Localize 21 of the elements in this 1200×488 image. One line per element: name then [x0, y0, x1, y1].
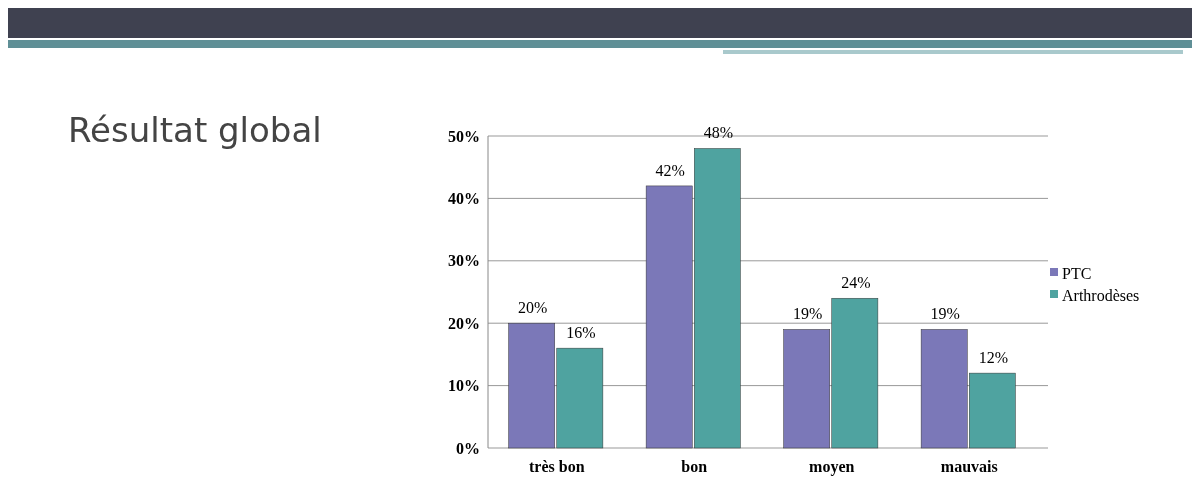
data-label: 12%: [978, 349, 1008, 367]
y-tick-label: 20%: [448, 314, 480, 332]
x-tick-label: très bon: [528, 458, 585, 475]
legend-label: PTC: [1062, 264, 1092, 282]
y-tick-label: 50%: [448, 127, 480, 145]
y-tick-label: 30%: [448, 252, 480, 270]
data-label: 16%: [566, 324, 596, 342]
data-label: 24%: [841, 274, 871, 292]
y-tick-label: 10%: [448, 377, 480, 395]
data-label: 19%: [930, 305, 960, 323]
y-tick-label: 0%: [456, 439, 480, 457]
data-label: 19%: [793, 305, 823, 323]
data-label: 20%: [518, 299, 548, 317]
x-tick-label: moyen: [809, 458, 855, 476]
x-tick-label: bon: [681, 458, 708, 475]
y-tick-label: 40%: [448, 190, 480, 207]
text: Résultat global: [68, 110, 322, 150]
legend-label: Arthrodèses: [1062, 286, 1140, 304]
x-tick-label: mauvais: [940, 458, 998, 475]
data-label: 48%: [703, 124, 733, 142]
data-label: 42%: [655, 161, 685, 179]
